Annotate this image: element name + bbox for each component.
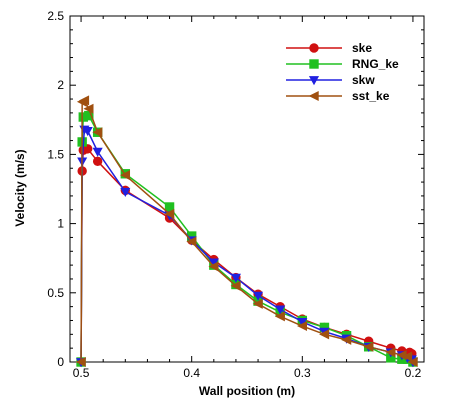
data-point-sst_ke	[402, 351, 413, 362]
x-tick-label: 0.2	[405, 366, 422, 380]
data-point-sst_ke	[230, 280, 241, 291]
series-line-sst_ke	[80, 99, 414, 363]
data-point-sst_ke	[407, 356, 418, 368]
y-tick-label: 1	[57, 217, 64, 231]
data-point-sst_ke	[363, 341, 374, 352]
plot-frame	[69, 15, 425, 363]
data-point-RNG_ke	[84, 110, 94, 121]
data-point-sst_ke	[92, 127, 103, 138]
x-tick-label: 0.4	[183, 366, 200, 380]
data-point-sst_ke	[186, 236, 197, 247]
data-point-sst_ke	[79, 95, 90, 106]
data-point-skw	[92, 147, 103, 157]
data-point-sst_ke	[208, 261, 219, 272]
legend-item-sst_ke: sst_ke	[286, 89, 390, 103]
x-tick-label: 0.3	[294, 366, 311, 380]
data-point-sst_ke	[274, 311, 285, 322]
data-point-sst_ke	[296, 321, 308, 332]
data-point-skw	[82, 127, 93, 137]
series-sst_ke	[75, 95, 418, 368]
legend-label-ske: ske	[352, 41, 372, 55]
data-point-skw	[297, 318, 308, 328]
y-tick-label: 1.5	[47, 147, 64, 161]
data-point-sst_ke	[385, 347, 396, 358]
axes: 0 0.5 1 1.5 2 2.5 0.5 0.4 0.3 0.2	[47, 9, 424, 380]
data-point-sst_ke	[319, 329, 330, 340]
data-point-sst_ke	[119, 170, 131, 181]
plot-border	[69, 15, 425, 363]
legend-marker-RNG_ke	[309, 59, 319, 69]
data-point-skw	[208, 258, 219, 268]
legend-marker-sst_ke	[308, 90, 319, 102]
y-tick-label: 0.5	[47, 286, 64, 300]
data-point-sst_ke	[252, 298, 263, 309]
y-tick-label: 2.5	[47, 9, 64, 23]
legend-marker-skw	[308, 76, 320, 86]
data-point-skw	[230, 273, 241, 283]
legend-item-ske: ske	[286, 41, 372, 55]
series-layer	[75, 95, 418, 368]
x-tick-label: 0.5	[73, 366, 90, 380]
data-point-sst_ke	[341, 334, 352, 345]
data-point-ske	[92, 156, 103, 167]
data-point-sst_ke	[83, 103, 94, 114]
legend-label-RNG_ke: RNG_ke	[352, 57, 399, 71]
x-axis-title: Wall position (m)	[199, 384, 295, 398]
legend-item-skw: skw	[286, 73, 375, 87]
legend-label-skw: skw	[352, 73, 375, 87]
legend-label-sst_ke: sst_ke	[352, 89, 390, 103]
data-point-skw	[275, 305, 286, 315]
data-point-sst_ke	[164, 208, 175, 219]
y-tick-label: 0	[57, 355, 64, 369]
data-point-skw	[120, 187, 131, 197]
data-point-skw	[253, 291, 264, 301]
data-point-RNG_ke	[164, 202, 175, 212]
y-axis-title: Velocity (m/s)	[13, 149, 27, 226]
legend-marker-ske	[309, 43, 319, 53]
data-point-sst_ke	[75, 356, 86, 368]
y-tick-label: 2	[57, 78, 64, 92]
legend-item-RNG_ke: RNG_ke	[286, 57, 399, 71]
